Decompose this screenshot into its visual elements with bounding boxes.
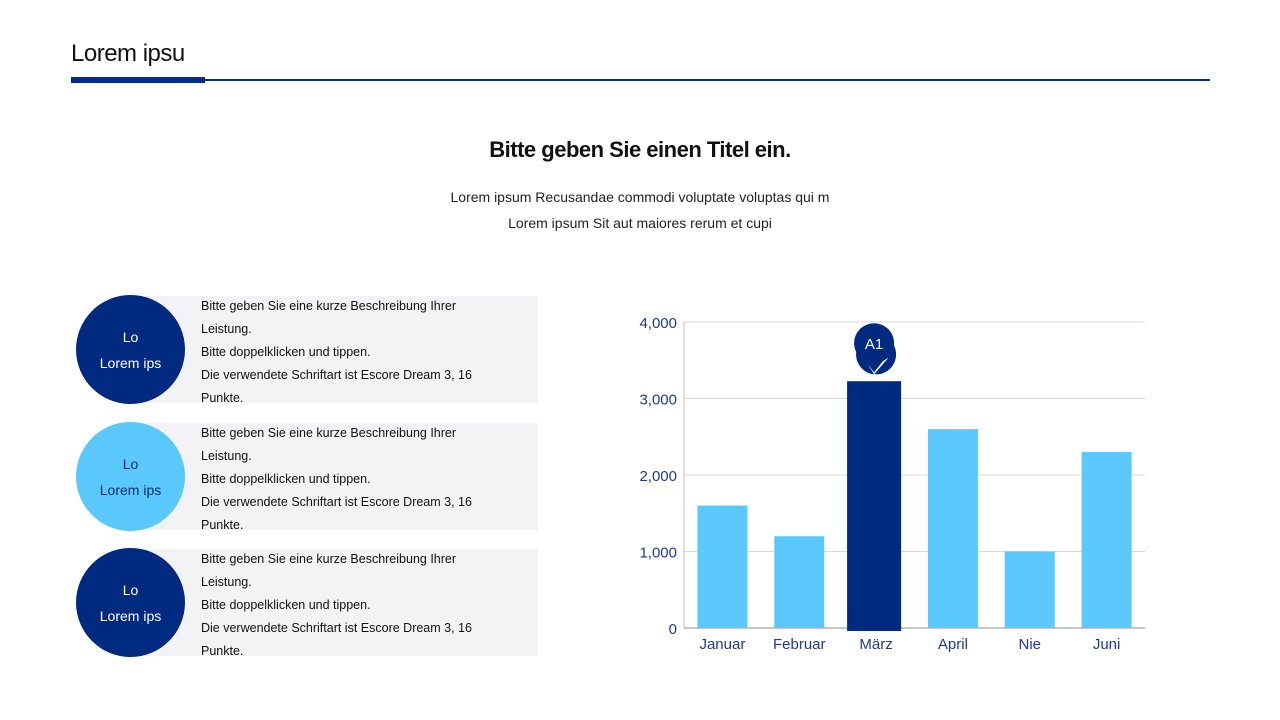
header-rule bbox=[71, 79, 1210, 81]
circle-sublabel: Lorem ips bbox=[99, 481, 162, 498]
service-item: Lo Lorem ips Bitte geben Sie eine kurze … bbox=[76, 548, 538, 658]
x-tick-label: März bbox=[859, 636, 892, 653]
highlight-bar bbox=[847, 381, 902, 631]
description-line: Bitte doppelklicken und tippen. bbox=[201, 345, 371, 359]
header-rule-accent bbox=[71, 77, 205, 83]
x-tick-label: Februar bbox=[773, 636, 826, 653]
item-circle: Lo Lorem ips bbox=[76, 548, 185, 657]
description-line: Bitte geben Sie eine kurze Beschreibung … bbox=[201, 299, 457, 313]
bar bbox=[1004, 551, 1055, 628]
header-title: Lorem ipsu bbox=[71, 40, 185, 67]
circle-sublabel: Lorem ips bbox=[99, 354, 162, 371]
item-background bbox=[130, 423, 538, 530]
description-line: Leistung. bbox=[201, 449, 252, 463]
description-line: Punkte. bbox=[201, 391, 244, 405]
description-line: Punkte. bbox=[201, 644, 244, 658]
marker-pin-tip bbox=[862, 357, 887, 373]
description-line: Bitte doppelklicken und tippen. bbox=[201, 598, 371, 612]
subtitle-line: Lorem ipsum Recusandae commodi voluptate… bbox=[450, 189, 830, 205]
y-tick-label: 4,000 bbox=[639, 315, 677, 332]
description-line: Die verwendete Schriftart ist Escore Dre… bbox=[201, 495, 472, 509]
y-tick-label: 2,000 bbox=[639, 468, 677, 485]
page-title: Bitte geben Sie einen Titel ein. bbox=[489, 137, 791, 162]
marker-pin-head bbox=[854, 323, 895, 364]
item-background bbox=[130, 296, 538, 403]
bar bbox=[1081, 452, 1132, 628]
bar bbox=[697, 505, 748, 628]
item-circle: Lo Lorem ips bbox=[76, 422, 185, 531]
description-line: Bitte doppelklicken und tippen. bbox=[201, 472, 371, 486]
marker-label: A1 bbox=[865, 336, 883, 353]
bar bbox=[927, 429, 978, 628]
y-tick-label: 0 bbox=[669, 621, 677, 638]
circle-label: Lo bbox=[122, 455, 139, 472]
description-line: Leistung. bbox=[201, 575, 252, 589]
circle-sublabel: Lorem ips bbox=[99, 607, 162, 624]
circle-label: Lo bbox=[122, 328, 139, 345]
item-background bbox=[130, 549, 538, 656]
x-tick-label: Juni bbox=[1093, 636, 1121, 653]
x-tick-label: Januar bbox=[699, 636, 745, 653]
description-line: Bitte geben Sie eine kurze Beschreibung … bbox=[201, 552, 457, 566]
description-line: Punkte. bbox=[201, 518, 244, 532]
y-tick-label: 3,000 bbox=[639, 392, 677, 409]
description-line: Die verwendete Schriftart ist Escore Dre… bbox=[201, 368, 472, 382]
description-line: Bitte geben Sie eine kurze Beschreibung … bbox=[201, 426, 457, 440]
bar bbox=[774, 536, 825, 628]
x-tick-label: April bbox=[938, 636, 968, 653]
description-line: Leistung. bbox=[201, 322, 252, 336]
subtitle-line: Lorem ipsum Sit aut maiores rerum et cup… bbox=[508, 215, 772, 231]
item-description: Bitte geben Sie eine kurze Beschreibung … bbox=[201, 422, 531, 537]
item-circle: Lo Lorem ips bbox=[76, 295, 185, 404]
item-description: Bitte geben Sie eine kurze Beschreibung … bbox=[201, 295, 531, 410]
x-tick-label: Nie bbox=[1018, 636, 1041, 653]
service-item: Lo Lorem ips Bitte geben Sie eine kurze … bbox=[76, 295, 538, 405]
item-description: Bitte geben Sie eine kurze Beschreibung … bbox=[201, 548, 531, 663]
circle-label: Lo bbox=[122, 581, 139, 598]
description-line: Die verwendete Schriftart ist Escore Dre… bbox=[201, 621, 472, 635]
y-tick-label: 1,000 bbox=[639, 545, 677, 562]
service-item: Lo Lorem ips Bitte geben Sie eine kurze … bbox=[76, 422, 538, 532]
